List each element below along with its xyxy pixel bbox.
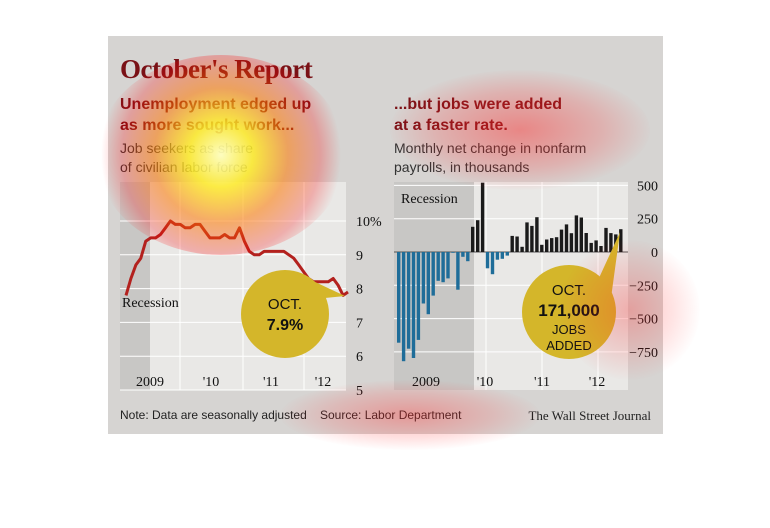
payroll-bar: [609, 233, 613, 252]
left-callout-line-2: 7.9%: [267, 317, 303, 334]
left-x-tick-label: '11: [263, 375, 279, 390]
right-x-tick-label: '12: [589, 375, 606, 390]
payroll-bar: [594, 240, 598, 252]
payroll-bar: [476, 220, 480, 252]
payroll-bar: [540, 244, 544, 252]
payroll-bar: [535, 217, 539, 252]
payroll-bar: [411, 252, 416, 358]
payroll-bar: [510, 235, 514, 252]
left-x-tick-label: '12: [315, 375, 332, 390]
payroll-bar: [554, 237, 559, 252]
left-x-tick-label: 2009: [136, 375, 164, 390]
right-x-tick-label: '11: [534, 375, 550, 390]
payroll-bar: [545, 239, 549, 252]
payroll-bar: [406, 252, 411, 349]
right-y-tick-label: −250: [629, 279, 658, 294]
payroll-bar: [574, 215, 579, 252]
right-callout-line-2: 171,000: [538, 301, 599, 320]
right-y-tick-label: −500: [629, 313, 658, 328]
payroll-bar: [471, 226, 475, 252]
right-y-tick-label: 0: [651, 246, 658, 261]
payroll-bar: [436, 252, 440, 281]
right-description: Monthly net change in nonfarm payrolls, …: [394, 139, 586, 177]
charts-svg: 10% 9 8 7 6 5 2009 '10 '11 '12 Recession OCT. 7.9% 50…: [120, 179, 658, 399]
payroll-bar: [441, 252, 445, 283]
footnote: Note: Data are seasonally adjusted: [120, 408, 307, 422]
publication-credit: The Wall Street Journal: [528, 408, 651, 423]
payroll-bar: [619, 229, 623, 252]
payroll-bar: [505, 252, 509, 256]
source-line: Source: Labor Department: [320, 408, 462, 422]
payroll-bar: [569, 233, 574, 252]
left-x-tick-label: '10: [203, 375, 220, 390]
payroll-bar: [397, 252, 401, 343]
payroll-bar: [530, 225, 534, 252]
payroll-bar: [500, 252, 504, 259]
right-callout-line-1: OCT.: [552, 282, 586, 299]
payroll-bar: [589, 242, 593, 252]
payroll-bar: [446, 252, 450, 279]
payroll-bar: [480, 182, 485, 252]
infographic-panel: October's Report Unemployment edged up a…: [108, 36, 663, 434]
left-y-tick-label: 8: [356, 283, 363, 298]
left-callout-pointer: [313, 281, 345, 298]
right-subtitle-line-1: ...but jobs were added: [394, 96, 563, 113]
payroll-bar: [431, 252, 435, 296]
right-y-tick-label: 500: [637, 179, 658, 194]
right-subtitle: ...but jobs were added at a faster rate.: [394, 94, 562, 136]
payroll-bar: [490, 252, 495, 275]
right-callout-line-4: ADDED: [546, 338, 592, 353]
payroll-bar: [421, 252, 426, 304]
left-callout-bubble: [241, 270, 329, 358]
right-desc-line-1: Monthly net change in nonfarm: [394, 140, 587, 156]
left-y-tick-label: 10%: [356, 215, 382, 230]
left-recession-band: [120, 182, 150, 390]
right-callout-bubble: [522, 265, 616, 359]
payroll-bar: [495, 252, 500, 260]
payroll-bar: [520, 246, 524, 252]
payroll-bar: [466, 252, 470, 262]
right-x-tick-label: 2009: [412, 375, 440, 390]
payroll-bar: [485, 252, 490, 269]
payroll-bar: [550, 238, 554, 252]
payroll-bar: [604, 227, 608, 252]
right-desc-line-2: payrolls, in thousands: [394, 159, 530, 175]
payroll-bar: [559, 229, 564, 252]
payroll-bar: [584, 233, 588, 252]
payroll-bar: [451, 252, 455, 253]
payroll-bar: [579, 217, 583, 252]
right-y-tick-label: −750: [629, 346, 658, 361]
left-y-tick-label: 9: [356, 249, 363, 264]
payroll-bar: [461, 252, 465, 257]
payroll-bar: [599, 246, 603, 252]
right-recession-label: Recession: [401, 192, 458, 207]
payroll-bar: [515, 236, 519, 252]
left-callout-line-1: OCT.: [268, 296, 302, 313]
payroll-bar: [456, 252, 460, 290]
left-y-tick-label: 5: [356, 384, 363, 399]
payroll-bar: [564, 224, 569, 252]
right-x-tick-label: '10: [477, 375, 494, 390]
right-subtitle-line-2: at a faster rate.: [394, 117, 508, 134]
left-y-tick-label: 6: [356, 350, 363, 365]
right-callout-line-3: JOBS: [552, 322, 586, 337]
right-y-tick-label: 250: [637, 213, 658, 228]
left-y-tick-label: 7: [356, 316, 363, 331]
payroll-bar: [525, 222, 529, 252]
payroll-bar: [401, 252, 406, 362]
payroll-bar: [426, 252, 430, 315]
payroll-bar: [416, 252, 421, 340]
left-recession-label: Recession: [122, 296, 179, 311]
